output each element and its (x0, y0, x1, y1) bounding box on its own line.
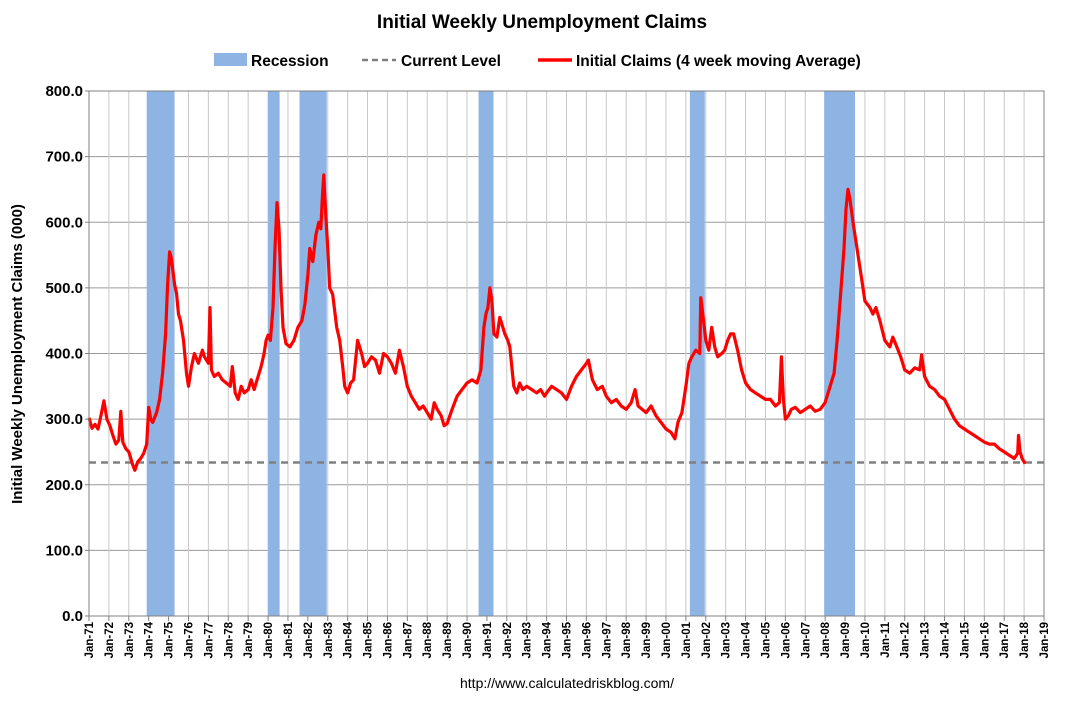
x-tick-label: Jan-08 (820, 621, 832, 658)
legend-swatch-recession (214, 53, 247, 66)
x-tick-label: Jan-71 (84, 621, 96, 658)
legend-label: Initial Claims (4 week moving Average) (576, 53, 861, 70)
y-tick-label: 500.0 (45, 280, 83, 297)
y-tick-label: 400.0 (45, 346, 83, 363)
x-tick-label: Jan-90 (462, 622, 474, 658)
legend-label: Current Level (401, 53, 501, 70)
recession-band (824, 91, 855, 616)
x-tick-label: Jan-81 (283, 621, 295, 658)
legend-label: Recession (251, 53, 329, 70)
y-tick-label: 300.0 (45, 411, 83, 428)
x-tick-label: Jan-96 (581, 622, 593, 658)
recession-layer (146, 91, 855, 616)
x-axis-ticks: Jan-71 Jan-72 Jan-73 Jan-74 Jan-75 Jan-76 Jan-… (84, 616, 1051, 658)
x-tick-label: Jan-93 (522, 622, 534, 658)
x-tick-label: Jan-82 (303, 622, 315, 658)
x-tick-label: Jan-95 (562, 621, 574, 658)
x-tick-label: Jan-09 (840, 622, 852, 658)
x-tick-label: Jan-16 (979, 622, 991, 658)
x-tick-label: Jan-12 (900, 622, 912, 658)
x-tick-label: Jan-04 (741, 621, 753, 658)
x-tick-label: Jan-74 (144, 621, 156, 658)
y-tick-label: 800.0 (45, 83, 83, 100)
x-tick-label: Jan-07 (800, 622, 812, 658)
chart-title: Initial Weekly Unemployment Claims (377, 12, 707, 33)
x-tick-label: Jan-76 (183, 622, 195, 658)
plot-area (87, 90, 1045, 617)
recession-band (478, 91, 494, 616)
recession-band (299, 91, 327, 616)
x-tick-label: Jan-72 (104, 622, 116, 658)
y-axis-ticks: 0.0 100.0 200.0 300.0 400.0 500.0 600.0 700.0 80… (45, 83, 89, 625)
x-tick-label: Jan-99 (641, 622, 653, 658)
x-tick-label: Jan-18 (1019, 621, 1031, 658)
series-line-initial-claims (87, 173, 1027, 472)
x-tick-label: Jan-77 (203, 622, 215, 658)
y-tick-label: 200.0 (45, 477, 83, 494)
x-tick-label: Jan-80 (263, 622, 275, 658)
x-tick-label: Jan-14 (940, 621, 952, 658)
x-tick-label: Jan-89 (442, 622, 454, 658)
x-tick-label: Jan-19 (1039, 622, 1051, 658)
x-tick-label: Jan-73 (124, 622, 136, 658)
x-tick-label: Jan-94 (542, 621, 554, 658)
x-tick-label: Jan-03 (721, 622, 733, 658)
y-tick-label: 100.0 (45, 542, 83, 559)
source-url: http://www.calculatedriskblog.com/ (460, 675, 674, 691)
y-axis-label: Initial Weekly Unemployment Claims (000) (9, 204, 26, 504)
legend: Recession Current Level Initial Claims (4 … (214, 53, 861, 70)
recession-band (268, 91, 280, 616)
x-tick-label: Jan-13 (920, 622, 932, 658)
y-tick-label: 600.0 (45, 214, 83, 231)
x-tick-label: Jan-17 (999, 622, 1011, 658)
x-tick-label: Jan-01 (681, 621, 693, 658)
x-tick-label: Jan-88 (422, 621, 434, 658)
x-tick-label: Jan-97 (601, 622, 613, 658)
x-tick-label: Jan-84 (343, 621, 355, 658)
x-tick-label: Jan-10 (860, 622, 872, 658)
series-layer (87, 173, 1027, 472)
x-tick-label: Jan-85 (363, 621, 375, 658)
x-tick-label: Jan-91 (482, 621, 494, 658)
x-tick-label: Jan-11 (880, 621, 892, 657)
x-tick-label: Jan-05 (760, 621, 772, 658)
y-tick-label: 700.0 (45, 149, 83, 166)
x-tick-label: Jan-00 (661, 622, 673, 658)
x-tick-label: Jan-02 (701, 622, 713, 658)
x-tick-label: Jan-06 (780, 622, 792, 658)
x-tick-label: Jan-92 (502, 622, 514, 658)
x-tick-label: Jan-75 (164, 621, 176, 658)
y-tick-label: 0.0 (62, 608, 83, 625)
x-tick-label: Jan-87 (402, 622, 414, 658)
x-tick-label: Jan-83 (323, 622, 335, 658)
x-tick-label: Jan-98 (621, 621, 633, 658)
x-tick-label: Jan-78 (223, 621, 235, 658)
recession-band (146, 91, 175, 616)
x-tick-label: Jan-15 (959, 621, 971, 658)
x-tick-label: Jan-79 (243, 622, 255, 658)
x-tick-label: Jan-86 (382, 622, 394, 658)
